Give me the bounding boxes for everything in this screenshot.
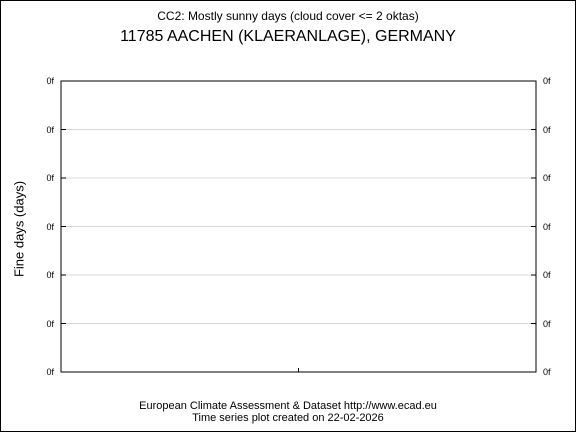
- y-tick-label-left: 0f: [46, 221, 54, 232]
- y-tick-label-left: 0f: [46, 76, 54, 86]
- y-tick-label-left: 0f: [46, 173, 54, 183]
- y-tick-label-left: 0f: [46, 270, 54, 280]
- plot-border: [60, 80, 537, 373]
- footer-source: European Climate Assessment & Dataset ht…: [139, 400, 437, 412]
- y-tick-label-right: 0f: [543, 76, 551, 86]
- y-tick-label-left: 0f: [46, 124, 54, 135]
- chart-subtitle: 11785 AACHEN (KLAERANLAGE), GERMANY: [120, 28, 456, 45]
- y-tick-label-right: 0f: [543, 318, 551, 329]
- y-tick-label-right: 0f: [543, 367, 551, 377]
- y-tick-label-right: 0f: [543, 173, 551, 183]
- y-tick-label-left: 0f: [46, 318, 54, 329]
- chart-title: CC2: Mostly sunny days (cloud cover <= 2…: [157, 9, 419, 23]
- y-tick-label-left: 0f: [46, 367, 54, 377]
- y-tick-label-right: 0f: [543, 270, 551, 280]
- y-tick-label-right: 0f: [543, 221, 551, 232]
- y-tick-label-right: 0f: [543, 124, 551, 135]
- footer-created: Time series plot created on 22-02-2026: [192, 412, 384, 424]
